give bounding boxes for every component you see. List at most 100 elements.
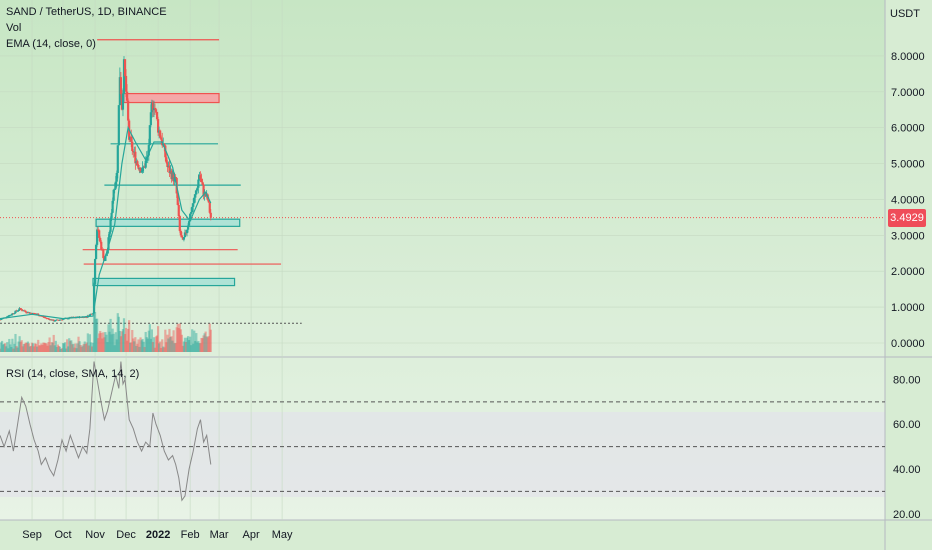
candle-body	[131, 141, 134, 151]
candle-body	[144, 160, 147, 168]
candle-body	[153, 108, 157, 110]
candle-body	[186, 225, 190, 230]
candle-body	[124, 75, 128, 92]
candle-body	[24, 311, 27, 313]
candle-body	[17, 310, 20, 311]
rsi-band-background	[0, 412, 885, 497]
volume-bar	[92, 312, 96, 352]
volume-bar	[0, 342, 3, 352]
volume-bar	[155, 335, 159, 352]
time-tick-label: 2022	[146, 529, 170, 541]
candle-body	[93, 259, 97, 285]
volume-bar	[83, 341, 86, 352]
candle-body	[101, 249, 104, 251]
candle-body	[160, 137, 163, 140]
volume-bar	[78, 341, 81, 352]
volume-bar	[167, 338, 170, 352]
candle-body	[149, 112, 152, 126]
candle-body	[123, 59, 127, 76]
price-tick-label: 7.0000	[891, 87, 925, 99]
volume-bar	[50, 342, 53, 352]
candle-body	[134, 151, 137, 164]
volume-bar	[136, 343, 139, 352]
price-zone	[92, 277, 236, 287]
candle-body	[34, 313, 37, 315]
volume-bar	[72, 343, 75, 352]
candle-body	[106, 250, 109, 254]
candle-body	[207, 199, 210, 203]
volume-bar	[45, 343, 48, 352]
volume-bar	[208, 323, 211, 352]
volume-bar	[41, 345, 44, 352]
volume-bar	[139, 337, 142, 352]
volume-bar	[60, 348, 64, 352]
volume-bar	[36, 346, 39, 352]
volume-bar	[40, 343, 43, 352]
candle-body	[192, 203, 195, 207]
volume-bar	[142, 341, 145, 352]
candle-body	[193, 197, 196, 204]
volume-bar	[31, 343, 35, 352]
volume-bar	[161, 339, 164, 352]
volume-bar	[73, 347, 76, 352]
volume-bar	[44, 343, 47, 352]
volume-bar	[204, 331, 207, 352]
volume-bar	[186, 336, 190, 352]
volume-bar	[89, 342, 93, 352]
candle-body	[178, 216, 181, 231]
chart-title: SAND / TetherUS, 1D, BINANCE	[6, 6, 167, 18]
volume-bar	[23, 343, 26, 352]
volume-bar	[143, 347, 146, 352]
volume-bar	[13, 343, 16, 352]
volume-bar	[82, 343, 85, 352]
volume-bar	[144, 331, 147, 352]
volume-bar	[119, 336, 122, 352]
candle-body	[115, 172, 118, 182]
candle-body	[19, 308, 22, 310]
time-tick-label: Mar	[210, 529, 229, 541]
candle-body	[204, 191, 207, 197]
volume-bar	[61, 343, 65, 352]
volume-bar	[206, 337, 209, 352]
volume-bar	[85, 342, 88, 352]
candle-body	[16, 310, 19, 312]
candle-body	[97, 229, 100, 231]
volume-bar	[8, 338, 11, 352]
candle-body	[209, 212, 212, 218]
volume-bar	[97, 338, 100, 352]
volume-bar	[58, 346, 62, 352]
volume-bar	[192, 343, 195, 352]
time-tick-label: Nov	[85, 529, 105, 541]
candle-body	[10, 314, 13, 316]
volume-bar	[209, 329, 212, 352]
volume-bar	[42, 342, 45, 352]
volume-bar	[38, 345, 41, 352]
volume-bar	[183, 337, 187, 352]
volume-bar	[86, 333, 89, 352]
volume-bar	[54, 340, 57, 352]
volume-bar	[107, 324, 110, 352]
candle-body	[194, 194, 197, 198]
volume-bar	[152, 337, 156, 352]
volume-bar	[177, 327, 180, 352]
volume-bar	[96, 318, 99, 352]
volume-bar	[170, 336, 173, 352]
candle-body	[114, 181, 117, 189]
candle-body	[155, 111, 159, 120]
volume-bar	[6, 342, 9, 352]
volume-bar	[189, 336, 192, 352]
volume-bar	[106, 342, 109, 352]
volume-bar	[134, 337, 137, 352]
volume-bar	[71, 344, 74, 352]
volume-bar	[15, 346, 18, 352]
candle-body	[140, 171, 143, 173]
volume-bar	[88, 334, 91, 352]
price-tick-label: 2.0000	[891, 266, 925, 278]
volume-bar	[172, 330, 175, 352]
volume-bar	[130, 342, 133, 352]
volume-bar	[114, 332, 117, 352]
volume-bar	[55, 347, 58, 352]
volume-bar	[115, 339, 118, 352]
time-tick-label: Apr	[243, 529, 260, 541]
volume-bar	[14, 333, 17, 352]
